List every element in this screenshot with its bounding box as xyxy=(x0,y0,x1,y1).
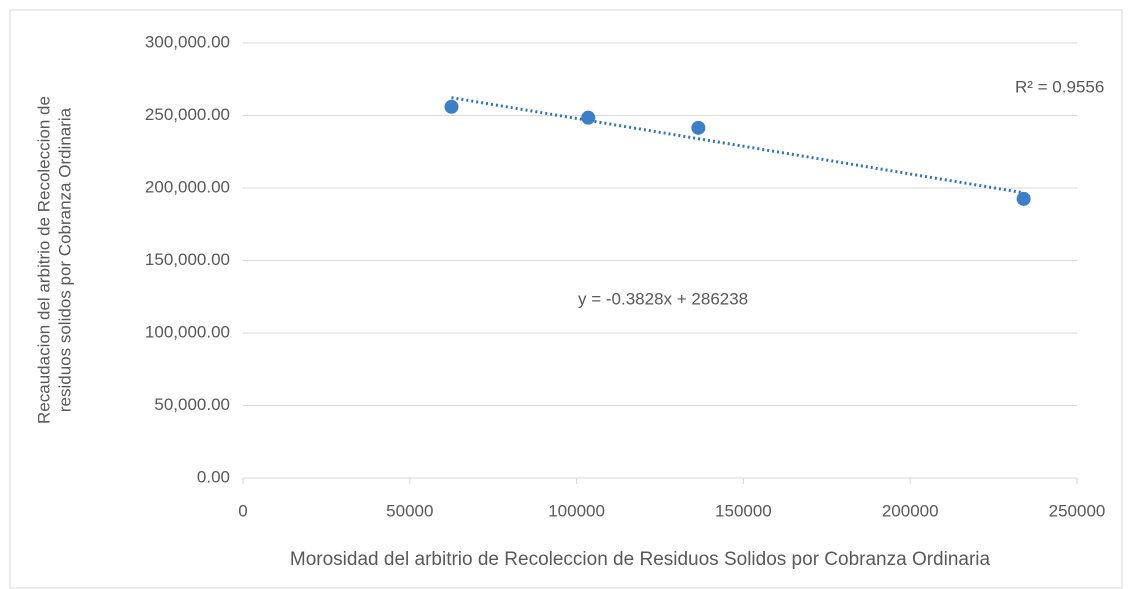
y-tick-label: 300,000.00 xyxy=(145,32,230,51)
x-tick-label: 0 xyxy=(238,501,247,520)
y-tick-label: 150,000.00 xyxy=(145,250,230,269)
data-point xyxy=(1016,191,1031,206)
y-tick-label: 200,000.00 xyxy=(145,177,230,196)
y-tick-label: 0.00 xyxy=(197,467,230,486)
x-tick-label: 250000 xyxy=(1049,501,1106,520)
x-tick-label: 100000 xyxy=(548,501,605,520)
y-axis-title: Recaudacion del arbitrio de Recoleccion … xyxy=(34,96,53,424)
data-point xyxy=(444,99,459,114)
y-tick-label: 100,000.00 xyxy=(145,322,230,341)
y-axis-title: residuos solidos por Cobranza Ordinaria xyxy=(55,107,74,412)
y-tick-label: 250,000.00 xyxy=(145,105,230,124)
chart-frame xyxy=(9,9,1123,589)
y-tick-label: 50,000.00 xyxy=(154,395,230,414)
r-squared: R² = 0.9556 xyxy=(1015,77,1104,96)
x-tick-label: 50000 xyxy=(386,501,433,520)
trendline-equation: y = -0.3828x + 286238 xyxy=(578,289,748,308)
data-point xyxy=(691,120,706,135)
data-point xyxy=(581,110,596,125)
x-tick-label: 200000 xyxy=(882,501,939,520)
x-tick-label: 150000 xyxy=(715,501,772,520)
trendline xyxy=(451,96,1024,195)
x-axis-title: Morosidad del arbitrio de Recoleccion de… xyxy=(290,549,991,570)
